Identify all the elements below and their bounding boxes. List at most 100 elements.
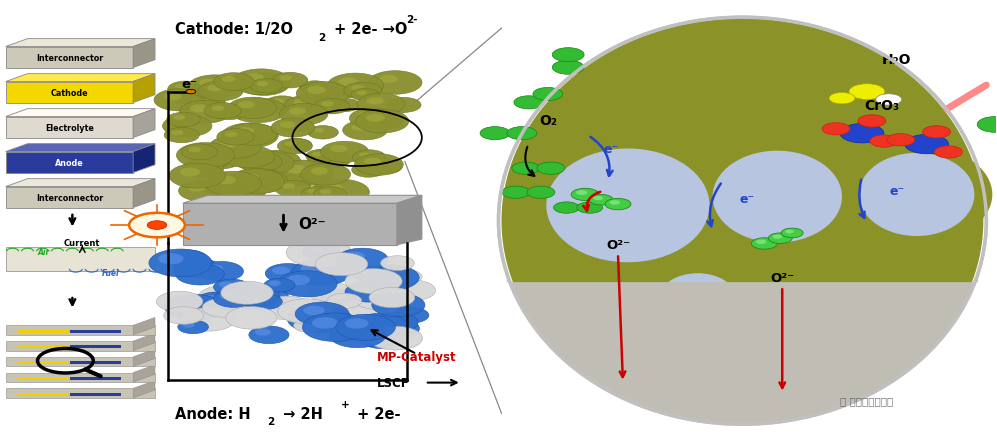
FancyBboxPatch shape xyxy=(18,377,82,380)
Circle shape xyxy=(307,190,318,194)
Circle shape xyxy=(830,93,855,105)
Circle shape xyxy=(576,191,587,196)
Circle shape xyxy=(221,124,278,148)
Circle shape xyxy=(552,49,584,63)
Circle shape xyxy=(922,127,950,139)
Circle shape xyxy=(357,92,367,96)
FancyBboxPatch shape xyxy=(18,330,82,333)
Polygon shape xyxy=(6,110,155,117)
Circle shape xyxy=(299,81,330,95)
Circle shape xyxy=(506,127,536,141)
Text: + 2e- →O: + 2e- →O xyxy=(329,21,408,36)
Circle shape xyxy=(213,290,253,307)
FancyBboxPatch shape xyxy=(71,361,122,364)
Circle shape xyxy=(302,313,367,342)
Circle shape xyxy=(308,126,338,140)
Polygon shape xyxy=(6,145,155,152)
Circle shape xyxy=(311,180,370,205)
Circle shape xyxy=(213,279,249,295)
Circle shape xyxy=(221,77,236,83)
Circle shape xyxy=(223,286,280,310)
Circle shape xyxy=(286,275,310,286)
Circle shape xyxy=(271,119,315,138)
FancyBboxPatch shape xyxy=(18,346,82,349)
Circle shape xyxy=(369,288,415,308)
Circle shape xyxy=(336,102,346,106)
Circle shape xyxy=(344,252,365,261)
Circle shape xyxy=(319,289,356,305)
Circle shape xyxy=(243,74,264,83)
Circle shape xyxy=(182,267,202,276)
Circle shape xyxy=(378,321,398,330)
Circle shape xyxy=(207,85,223,92)
Circle shape xyxy=(232,289,254,299)
Circle shape xyxy=(277,139,312,154)
Circle shape xyxy=(173,299,197,309)
FancyBboxPatch shape xyxy=(182,204,397,245)
Circle shape xyxy=(359,166,370,171)
Circle shape xyxy=(279,76,292,81)
Text: +: + xyxy=(341,399,350,409)
Circle shape xyxy=(322,184,343,193)
Circle shape xyxy=(233,150,251,158)
Ellipse shape xyxy=(841,146,992,244)
Text: MP-Catalyst: MP-Catalyst xyxy=(377,350,457,363)
Circle shape xyxy=(211,184,224,190)
Circle shape xyxy=(527,187,555,199)
Circle shape xyxy=(219,181,232,187)
Circle shape xyxy=(313,187,346,201)
Circle shape xyxy=(232,177,250,184)
Circle shape xyxy=(173,258,219,278)
Circle shape xyxy=(359,153,371,158)
Circle shape xyxy=(283,139,312,152)
Circle shape xyxy=(165,295,224,321)
Circle shape xyxy=(291,260,351,286)
Circle shape xyxy=(274,181,311,197)
FancyBboxPatch shape xyxy=(6,373,155,382)
Text: Current: Current xyxy=(64,239,101,247)
Circle shape xyxy=(380,297,401,307)
Circle shape xyxy=(305,172,317,177)
Circle shape xyxy=(296,82,350,106)
Polygon shape xyxy=(506,274,978,424)
Text: H₂O: H₂O xyxy=(882,53,911,67)
Circle shape xyxy=(246,294,282,310)
Circle shape xyxy=(609,201,620,205)
Circle shape xyxy=(320,190,331,195)
Circle shape xyxy=(189,105,208,113)
Circle shape xyxy=(370,269,393,279)
Circle shape xyxy=(934,147,962,159)
Circle shape xyxy=(369,327,423,350)
Circle shape xyxy=(387,98,421,113)
Text: 2: 2 xyxy=(318,33,326,43)
Polygon shape xyxy=(397,196,422,245)
Circle shape xyxy=(219,140,237,148)
Text: Anode: Anode xyxy=(55,158,84,167)
Circle shape xyxy=(203,181,242,198)
Circle shape xyxy=(197,150,242,170)
Circle shape xyxy=(366,331,385,339)
Polygon shape xyxy=(134,365,155,382)
Circle shape xyxy=(198,262,243,282)
Circle shape xyxy=(756,240,767,244)
Circle shape xyxy=(180,261,198,269)
Circle shape xyxy=(329,323,386,348)
Circle shape xyxy=(589,195,613,205)
Circle shape xyxy=(279,104,328,126)
Circle shape xyxy=(223,286,245,296)
Circle shape xyxy=(314,129,324,133)
Circle shape xyxy=(211,106,224,112)
Circle shape xyxy=(154,90,204,112)
Circle shape xyxy=(239,174,259,183)
Circle shape xyxy=(399,310,413,316)
Circle shape xyxy=(357,94,405,115)
Circle shape xyxy=(513,96,543,110)
Circle shape xyxy=(302,244,340,261)
Circle shape xyxy=(356,110,409,134)
Circle shape xyxy=(381,256,415,271)
Circle shape xyxy=(181,308,235,332)
Circle shape xyxy=(327,74,384,99)
Circle shape xyxy=(823,124,850,136)
Circle shape xyxy=(351,266,386,282)
Circle shape xyxy=(265,97,299,112)
